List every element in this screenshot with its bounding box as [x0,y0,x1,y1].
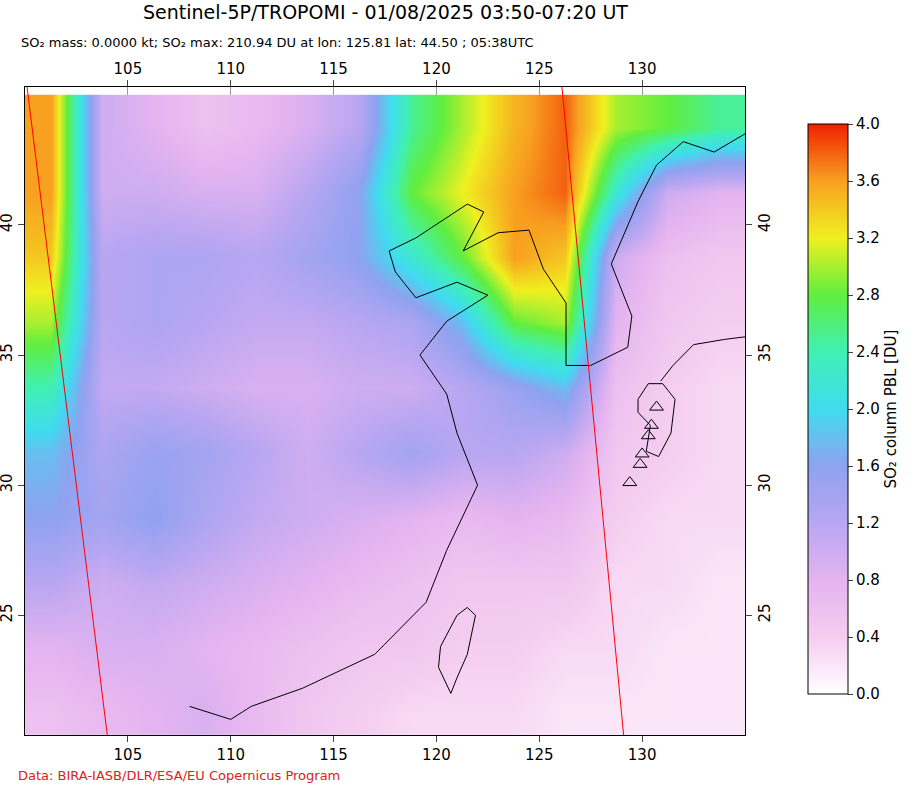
svg-text:3.2: 3.2 [856,229,880,247]
svg-text:SO₂ mass: 0.0000 kt; SO₂ max:: SO₂ mass: 0.0000 kt; SO₂ max: 210.94 DU … [21,35,534,50]
svg-text:115: 115 [319,60,348,78]
svg-text:120: 120 [422,746,451,764]
svg-text:125: 125 [525,746,554,764]
svg-text:130: 130 [628,60,657,78]
svg-text:3.6: 3.6 [856,172,880,190]
svg-text:105: 105 [114,746,143,764]
svg-text:110: 110 [216,746,245,764]
svg-text:0.8: 0.8 [856,571,880,589]
svg-text:40: 40 [756,213,774,232]
svg-text:35: 35 [756,343,774,362]
svg-text:Sentinel-5P/TROPOMI - 01/08/20: Sentinel-5P/TROPOMI - 01/08/2025 03:50-0… [143,1,628,23]
svg-text:0.4: 0.4 [856,628,880,646]
svg-text:25: 25 [0,603,16,622]
svg-text:35: 35 [0,343,16,362]
svg-text:1.6: 1.6 [856,457,880,475]
svg-text:125: 125 [525,60,554,78]
svg-text:120: 120 [422,60,451,78]
svg-text:2.8: 2.8 [856,286,880,304]
svg-text:4.0: 4.0 [856,115,880,133]
svg-text:30: 30 [0,473,16,492]
svg-text:Data: BIRA-IASB/DLR/ESA/EU Cop: Data: BIRA-IASB/DLR/ESA/EU Copernicus Pr… [18,768,340,783]
svg-text:SO₂ column PBL [DU]: SO₂ column PBL [DU] [882,330,900,489]
svg-text:25: 25 [756,603,774,622]
svg-text:2.4: 2.4 [856,343,880,361]
svg-text:105: 105 [114,60,143,78]
svg-text:130: 130 [628,746,657,764]
svg-text:1.2: 1.2 [856,514,880,532]
svg-text:30: 30 [756,473,774,492]
svg-text:0.0: 0.0 [856,685,880,703]
svg-text:115: 115 [319,746,348,764]
svg-text:110: 110 [216,60,245,78]
svg-text:2.0: 2.0 [856,400,880,418]
svg-text:40: 40 [0,213,16,232]
